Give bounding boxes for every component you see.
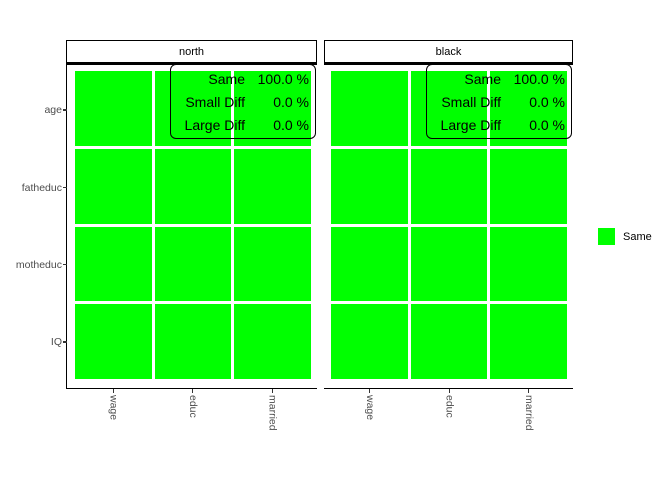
annotation-label-same: Same (208, 70, 245, 87)
y-axis-label-age: age (44, 104, 62, 116)
tile-same (75, 71, 152, 146)
x-axis-label-educ: educ (186, 395, 199, 418)
tile-grid-black (331, 71, 567, 379)
annotation-row: Same 100.0 % (431, 67, 565, 90)
x-axis-tick (369, 389, 371, 393)
tile-same (410, 148, 488, 224)
tile-same (234, 148, 311, 224)
legend-label-same: Same (623, 230, 652, 243)
annotation-label-large-diff: Large Diff (440, 116, 501, 133)
annotation-label-small-diff: Small Diff (185, 93, 245, 110)
annotation-label-small-diff: Small Diff (441, 93, 501, 110)
tile-same (410, 304, 488, 379)
tile-grid-north (75, 71, 311, 379)
annotation-box-black: Same 100.0 % Small Diff 0.0 % Large Diff… (426, 64, 572, 139)
tile-same (75, 304, 152, 379)
x-axis-tick (271, 389, 273, 393)
y-axis-label-fatheduc: fatheduc (21, 181, 62, 194)
annotation-value-same: 100.0 % (513, 70, 565, 87)
tile-same (331, 304, 408, 379)
legend-key-same-swatch (598, 228, 615, 245)
tile-same (331, 148, 408, 224)
tile-same (154, 148, 232, 224)
tile-same (490, 304, 567, 379)
x-axis-tick (528, 389, 530, 393)
annotation-label-same: Same (464, 70, 501, 87)
annotation-value-large-diff: 0.0 % (529, 116, 565, 133)
x-axis-tick (112, 389, 114, 393)
tile-same (154, 304, 232, 379)
annotation-row: Large Diff 0.0 % (175, 113, 309, 136)
x-axis-label-wage: wage (107, 395, 120, 421)
tile-same (490, 226, 567, 302)
annotation-value-small-diff: 0.0 % (529, 93, 565, 110)
facet-strip-north: north (66, 40, 317, 65)
facet-strip-north-label: north (178, 45, 205, 58)
x-axis-label-wage: wage (363, 395, 376, 421)
tile-same (410, 71, 488, 146)
tile-same (490, 71, 567, 146)
x-axis-label-educ: educ (443, 395, 456, 418)
tile-same (234, 304, 311, 379)
annotation-label-large-diff: Large Diff (184, 116, 245, 133)
annotation-row: Same 100.0 % (175, 67, 309, 90)
annotation-value-small-diff: 0.0 % (273, 93, 309, 110)
facet-strip-black: black (324, 40, 573, 65)
x-axis-line-north (66, 388, 317, 390)
tile-same (490, 148, 567, 224)
annotation-value-large-diff: 0.0 % (273, 116, 309, 133)
y-axis-label-iq: IQ (50, 336, 62, 348)
tile-same (234, 226, 311, 302)
y-axis-line (66, 64, 68, 389)
y-axis-tick (62, 186, 67, 189)
y-axis-label-motheduc: motheduc (15, 258, 62, 271)
tile-same (410, 226, 488, 302)
tile-same (331, 226, 408, 302)
tile-same (331, 71, 408, 146)
x-axis-line-black (324, 388, 573, 390)
tile-same (75, 226, 152, 302)
x-axis-tick (448, 389, 450, 393)
annotation-box-north: Same 100.0 % Small Diff 0.0 % Large Diff… (170, 64, 316, 139)
annotation-value-same: 100.0 % (257, 70, 309, 87)
tile-same (234, 71, 311, 146)
tile-same (75, 148, 152, 224)
annotation-row: Small Diff 0.0 % (431, 90, 565, 113)
facet-strip-black-label: black (435, 45, 462, 58)
y-axis-tick (62, 109, 67, 111)
tile-same (154, 226, 232, 302)
tile-same (154, 71, 232, 146)
y-axis-tick (62, 263, 67, 266)
x-axis-label-married: married (266, 395, 279, 431)
x-axis-label-married: married (522, 395, 535, 431)
y-axis-tick (62, 341, 67, 343)
annotation-row: Small Diff 0.0 % (175, 90, 309, 113)
x-axis-tick (192, 389, 194, 393)
annotation-row: Large Diff 0.0 % (431, 113, 565, 136)
